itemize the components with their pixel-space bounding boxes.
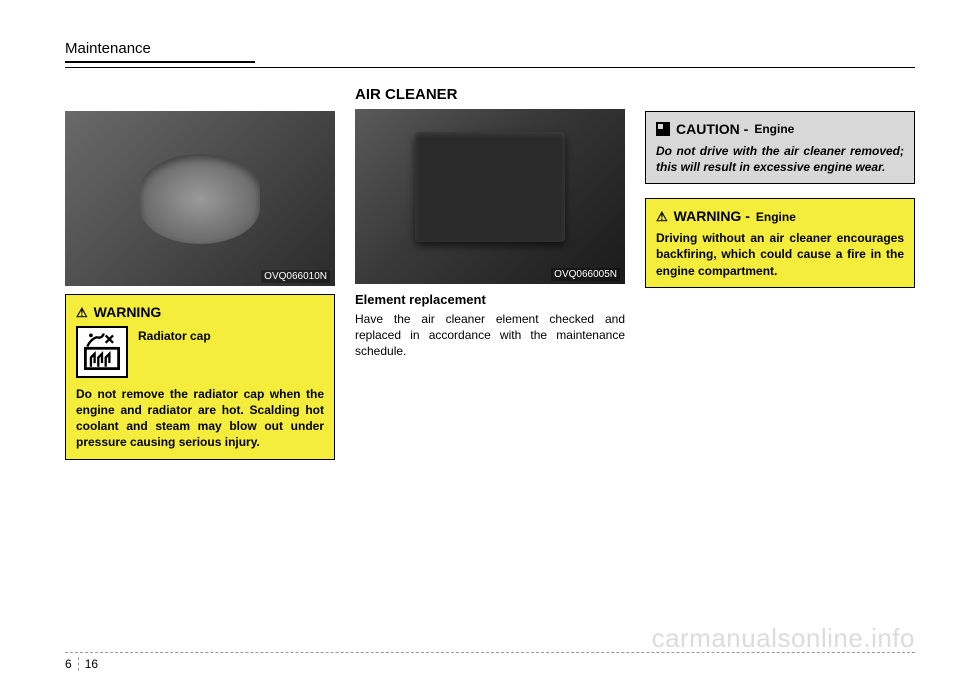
column-2: AIR CLEANER OVQ066005N Element replaceme… [355,86,625,460]
warning-header-engine: ⚠ WARNING - Engine [656,207,904,226]
figure-code-1: OVQ066010N [261,270,330,283]
content-columns: OVQ066010N ⚠ WARNING Radiator cap [65,86,915,460]
figure-code-2: OVQ066005N [551,268,620,281]
footer-chapter: 6 [65,657,79,671]
footer-page: 16 [85,657,98,671]
warning-triangle-icon: ⚠ [76,304,88,322]
figure-air-cleaner-image [355,109,625,284]
warning-subtitle-engine: Engine [756,209,796,225]
warning-title-engine: WARNING - [674,207,750,226]
header-rule [65,67,915,68]
caution-box-engine: CAUTION - Engine Do not drive with the a… [645,111,915,184]
subheading-element-replacement: Element replacement [355,292,625,307]
column-3: CAUTION - Engine Do not drive with the a… [645,86,915,460]
page-header: Maintenance [65,40,255,63]
figure-radiator-cap-image [65,111,335,286]
body-text-element-replacement: Have the air cleaner element checked and… [355,311,625,360]
warning-box-engine: ⚠ WARNING - Engine Driving without an ai… [645,198,915,287]
warning-subtitle-radiator: Radiator cap [138,326,211,344]
warning-triangle-icon-2: ⚠ [656,208,668,226]
warning-box-radiator: ⚠ WARNING Radiator cap Do not remove the… [65,294,335,460]
warning-sub-row: Radiator cap [76,326,324,378]
radiator-pictogram-icon [76,326,128,378]
caution-subtitle-engine: Engine [754,121,794,137]
air-cleaner-graphic [415,132,565,242]
column-1: OVQ066010N ⚠ WARNING Radiator cap [65,86,335,460]
caution-body-engine: Do not drive with the air cleaner remove… [656,143,904,175]
watermark: carmanualsonline.info [652,623,915,654]
warning-body-engine: Driving without an air cleaner encourage… [656,230,904,279]
warning-body-radiator: Do not remove the radiator cap when the … [76,386,324,451]
warning-title-radiator: WARNING [94,303,162,322]
warning-header-radiator: ⚠ WARNING [76,303,324,322]
radiator-cap-graphic [140,154,260,244]
figure-air-cleaner: OVQ066005N [355,109,625,284]
caution-header-engine: CAUTION - Engine [656,120,904,139]
caution-square-icon [656,122,670,136]
caution-title-engine: CAUTION - [676,120,748,139]
section-title-air-cleaner: AIR CLEANER [355,86,625,103]
figure-radiator-cap: OVQ066010N [65,111,335,286]
page-footer: 6 16 [65,652,915,671]
